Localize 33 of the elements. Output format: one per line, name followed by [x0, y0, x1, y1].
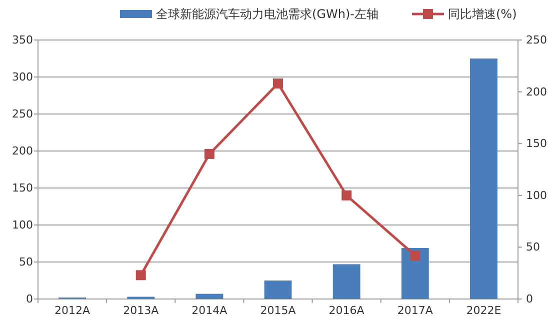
y2-tick-label: 100 — [526, 188, 547, 202]
y-tick-label: 350 — [12, 34, 33, 46]
y-tick-label: 50 — [19, 256, 33, 268]
legend-label: 同比增速(%) — [448, 7, 517, 22]
y-tick-label: 150 — [12, 182, 33, 194]
y-tick-label: 300 — [12, 70, 33, 84]
y-tick-label: 200 — [12, 144, 33, 158]
x-tick-label: 2013A — [123, 304, 160, 317]
point — [136, 270, 146, 280]
y-tick-label: 250 — [12, 108, 33, 120]
bar — [264, 280, 292, 299]
point — [273, 78, 283, 89]
point — [204, 148, 214, 159]
bar — [401, 248, 429, 299]
x-tick-label: 2015A — [260, 304, 296, 317]
bar — [196, 294, 224, 299]
x-tick-label: 2012A — [54, 304, 91, 317]
y2-tick-label: 0 — [526, 292, 533, 306]
y2-tick-label: 150 — [526, 137, 547, 150]
x-tick-label: 2016A — [328, 304, 365, 317]
legend-label: 全球新能源汽车动力电池需求(GWh)-左轴 — [156, 7, 378, 22]
y-tick-label: 100 — [12, 218, 33, 232]
y2-tick-label: 250 — [526, 34, 547, 46]
point — [342, 190, 352, 200]
bar — [470, 58, 498, 299]
y2-tick-label: 50 — [526, 240, 540, 254]
x-tick-label: 2022E — [466, 304, 502, 317]
y-tick-label: 0 — [26, 292, 33, 306]
x-tick-label: 2014A — [192, 304, 228, 317]
x-tick-label: 2017A — [397, 304, 434, 317]
point — [410, 250, 420, 260]
y2-tick-label: 200 — [526, 85, 547, 98]
bar — [332, 264, 360, 299]
